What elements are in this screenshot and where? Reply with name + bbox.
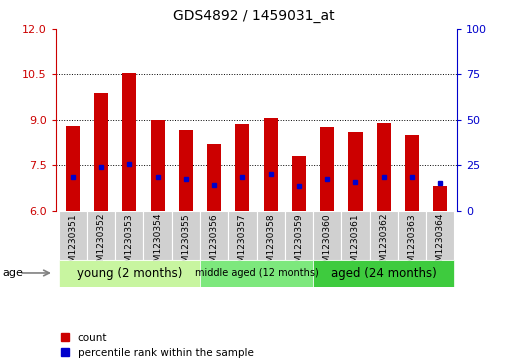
Bar [172, 211, 200, 260]
Bar [313, 211, 341, 260]
Bar [398, 211, 426, 260]
Text: GSM1230352: GSM1230352 [97, 213, 106, 273]
Text: GSM1230360: GSM1230360 [323, 213, 332, 274]
Bar [313, 260, 454, 287]
Bar [228, 211, 257, 260]
Text: age: age [3, 268, 23, 278]
Text: GSM1230358: GSM1230358 [266, 213, 275, 274]
Text: middle aged (12 months): middle aged (12 months) [195, 268, 319, 278]
Text: GSM1230357: GSM1230357 [238, 213, 247, 274]
Bar [115, 211, 143, 260]
Bar [200, 260, 313, 287]
Text: GSM1230359: GSM1230359 [295, 213, 303, 274]
Bar [320, 127, 334, 211]
Text: GSM1230356: GSM1230356 [210, 213, 218, 274]
Legend: count, percentile rank within the sample: count, percentile rank within the sample [61, 333, 253, 358]
Bar [341, 211, 370, 260]
Bar [433, 186, 448, 211]
Bar [348, 132, 363, 211]
Bar [66, 126, 80, 211]
Bar [200, 211, 228, 260]
Text: GSM1230363: GSM1230363 [407, 213, 417, 274]
Bar [59, 260, 200, 287]
Text: GSM1230351: GSM1230351 [69, 213, 77, 274]
Bar [122, 73, 137, 211]
Bar [150, 120, 165, 211]
Bar [207, 144, 221, 211]
Text: GSM1230353: GSM1230353 [125, 213, 134, 274]
Bar [257, 211, 285, 260]
Bar [292, 156, 306, 211]
Bar [370, 211, 398, 260]
Bar [376, 123, 391, 211]
Bar [94, 93, 108, 211]
Text: GSM1230361: GSM1230361 [351, 213, 360, 274]
Text: GSM1230355: GSM1230355 [181, 213, 190, 274]
Bar [405, 135, 419, 211]
Bar [59, 211, 87, 260]
Text: young (2 months): young (2 months) [77, 267, 182, 280]
Bar [179, 130, 193, 211]
Bar [285, 211, 313, 260]
Text: GSM1230364: GSM1230364 [436, 213, 444, 273]
Bar [235, 125, 249, 211]
Bar [87, 211, 115, 260]
Text: aged (24 months): aged (24 months) [331, 267, 436, 280]
Bar [426, 211, 454, 260]
Bar [264, 118, 278, 211]
Text: GSM1230362: GSM1230362 [379, 213, 388, 273]
Bar [143, 211, 172, 260]
Text: GSM1230354: GSM1230354 [153, 213, 162, 273]
Text: GDS4892 / 1459031_at: GDS4892 / 1459031_at [173, 9, 335, 23]
